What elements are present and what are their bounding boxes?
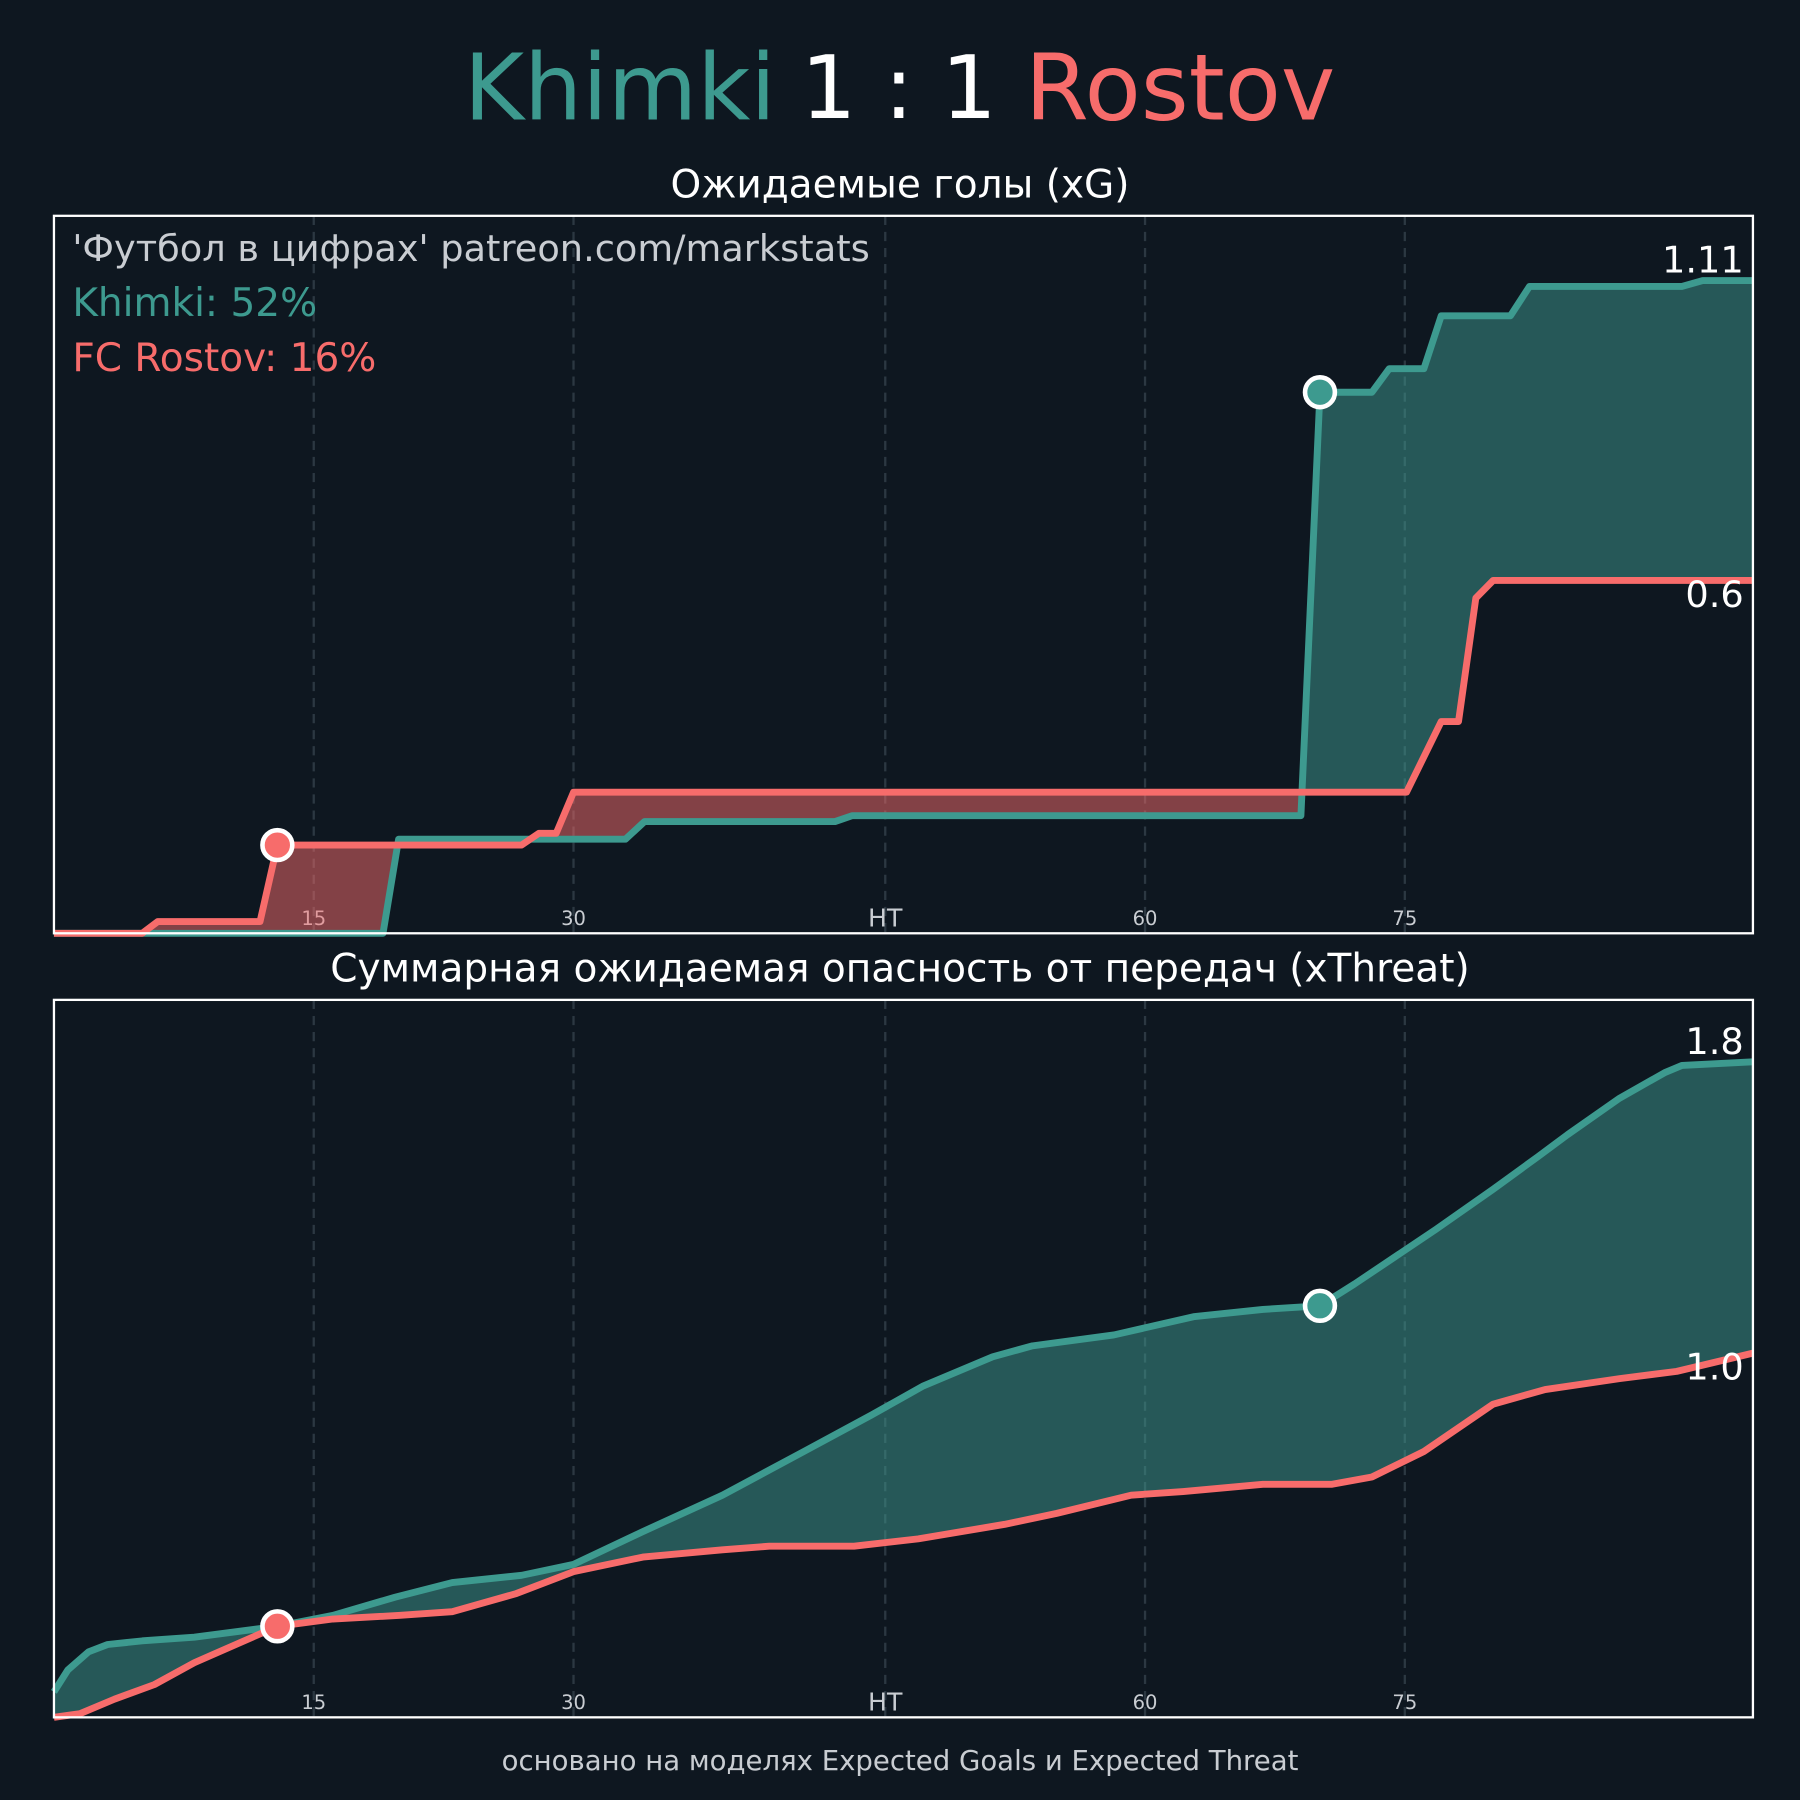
x-tick-label: 30: [561, 907, 586, 930]
footer: основано на моделях Expected Goals и Exp…: [502, 1745, 1299, 1777]
panel-frame: [52, 214, 1755, 935]
x-tick-label: 60: [1133, 1691, 1158, 1714]
annotation: Khimki: 52%: [72, 281, 317, 326]
panel-title: Ожидаемые голы (xG): [670, 163, 1129, 208]
x-tick-label: HT: [868, 1688, 903, 1717]
x-tick-label: 75: [1392, 907, 1417, 930]
end-label: 1.0: [1685, 1346, 1743, 1389]
home-team: Khimki: [464, 35, 776, 142]
goal-marker: [1302, 1288, 1338, 1324]
goal-marker: [1302, 375, 1338, 410]
end-label: 1.11: [1662, 239, 1744, 282]
away-team: Rostov: [1025, 35, 1335, 142]
lead-area: [278, 1061, 1753, 1627]
lead-area: [1302, 280, 1753, 793]
panel-title: Суммарная ожидаемая опасность от передач…: [330, 947, 1469, 992]
x-tick-label: 60: [1133, 907, 1158, 930]
goal-marker: [260, 827, 295, 863]
series-line: [51, 1058, 1754, 1694]
end-label: 0.6: [1685, 573, 1743, 616]
x-tick-label: 30: [561, 1691, 586, 1714]
goal-marker: [260, 1609, 295, 1644]
series-line: [53, 1349, 1754, 1721]
score: 1 : 1: [801, 37, 997, 139]
end-label: 1.8: [1685, 1020, 1743, 1063]
annotation: 'Футбол в цифрах' patreon.com/markstats: [72, 227, 869, 270]
annotation: FC Rostov: 16%: [72, 336, 376, 381]
panel-frame: [52, 998, 1755, 1719]
x-tick-label: 75: [1392, 1691, 1417, 1714]
x-tick-label: 15: [301, 1691, 326, 1714]
x-tick-label: HT: [868, 904, 903, 933]
series-line: [53, 576, 1753, 937]
